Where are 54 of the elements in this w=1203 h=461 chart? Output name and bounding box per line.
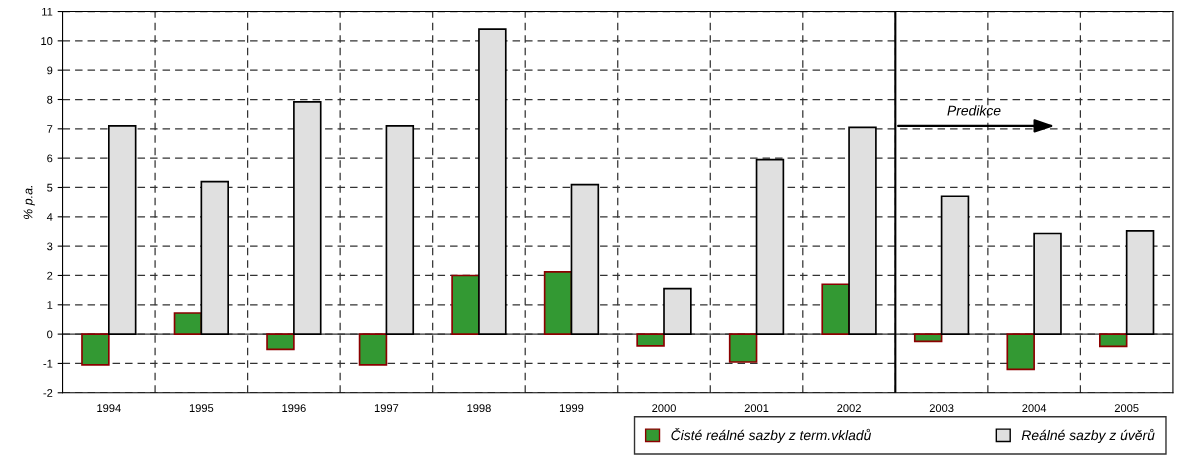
- y-tick-label: 2: [47, 271, 53, 280]
- y-tick-label: 8: [47, 95, 53, 104]
- y-axis-title: % p.a.: [23, 185, 35, 219]
- bar: [293, 101, 322, 335]
- y-tick-label: 7: [47, 125, 53, 133]
- x-tick-label: 2005: [1114, 404, 1139, 413]
- bar: [543, 271, 573, 335]
- x-tick-label: 2004: [1022, 404, 1047, 413]
- x-tick-label: 2001: [744, 404, 769, 413]
- bar: [1033, 232, 1062, 335]
- bar: [755, 158, 785, 335]
- y-tick-label: 6: [47, 154, 53, 163]
- bar: [81, 333, 110, 366]
- annotation: Predikce: [947, 105, 1001, 116]
- bar: [913, 333, 943, 343]
- x-tick-label: 2003: [929, 404, 954, 413]
- bar: [478, 28, 507, 335]
- bar: [107, 125, 137, 335]
- y-tick-label: -2: [43, 389, 53, 397]
- x-tick-label: 1998: [467, 404, 491, 413]
- x-tick-label: 2002: [837, 404, 861, 413]
- bar: [728, 333, 758, 363]
- bar: [358, 333, 388, 366]
- x-tick-label: 1999: [559, 404, 584, 413]
- y-tick-label: 10: [41, 37, 53, 45]
- x-tick-label: 1996: [282, 404, 306, 413]
- y-tick-label: 4: [46, 213, 53, 221]
- bar: [1006, 333, 1035, 371]
- bar: [385, 125, 415, 335]
- legend-label: Čisté reálné sazby z term.vkladů: [671, 427, 872, 443]
- bar: [173, 312, 203, 335]
- y-tick-label: 5: [47, 183, 53, 192]
- y-tick-label: 1: [47, 301, 53, 309]
- bar: [1125, 230, 1155, 335]
- y-tick-label: 0: [47, 330, 53, 339]
- bar: [636, 333, 665, 347]
- x-tick-label: 2000: [652, 404, 676, 413]
- bar: [266, 333, 295, 351]
- bar: [821, 283, 850, 335]
- bar: [1098, 333, 1128, 348]
- bar: [570, 183, 600, 335]
- y-tick-label: 9: [47, 66, 53, 75]
- y-tick-label: 3: [47, 242, 53, 251]
- x-tick-label: 1995: [189, 404, 214, 413]
- y-tick-label: 11: [42, 7, 53, 16]
- x-tick-label: 1994: [97, 404, 121, 413]
- bar: [663, 287, 692, 335]
- bar: [451, 274, 480, 335]
- y-tick-label: -1: [43, 359, 53, 368]
- bar: [200, 180, 230, 335]
- x-tick-label: 1997: [374, 404, 399, 413]
- legend-label: Reálné sazby z úvěrů: [1021, 428, 1155, 443]
- bar: [848, 126, 877, 335]
- bar: [940, 195, 970, 335]
